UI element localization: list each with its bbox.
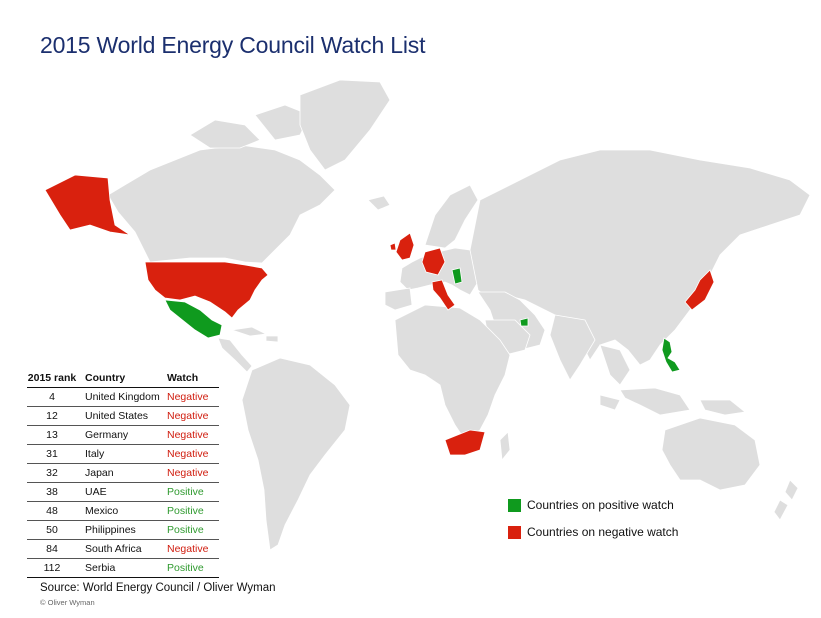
country-cell: South Africa [77, 539, 167, 559]
table-row: 31 Italy Negative [27, 444, 219, 464]
continent-south-america [241, 357, 351, 551]
header-rank: 2015 rank [27, 369, 77, 388]
country-cell: United Kingdom [77, 387, 167, 407]
country-philippines [661, 337, 681, 373]
watch-cell: Positive [167, 520, 219, 540]
country-japan [684, 269, 715, 311]
neutral-countries [107, 79, 811, 551]
rank-cell: 48 [27, 501, 77, 521]
table-row: 48 Mexico Positive [27, 501, 219, 521]
table-row: 38 UAE Positive [27, 482, 219, 502]
table-header-row: 2015 rank Country Watch [27, 369, 219, 388]
positive-swatch [508, 498, 521, 512]
country-united-states [144, 261, 269, 319]
country-serbia [451, 267, 463, 285]
country-uae [519, 317, 529, 327]
watch-cell: Positive [167, 558, 219, 578]
table-row: 112 Serbia Positive [27, 558, 219, 578]
watch-cell: Negative [167, 463, 219, 483]
rank-cell: 13 [27, 425, 77, 445]
positive-watch-countries [164, 267, 681, 373]
continent-africa [394, 304, 511, 441]
country-greenland [299, 79, 391, 171]
legend-negative-label: Countries on negative watch [527, 525, 679, 539]
header-country: Country [77, 369, 167, 388]
table-row: 12 United States Negative [27, 406, 219, 426]
country-cell: Philippines [77, 520, 167, 540]
country-germany [421, 247, 446, 276]
legend-positive-label: Countries on positive watch [527, 498, 674, 512]
country-cell: Italy [77, 444, 167, 464]
rank-cell: 12 [27, 406, 77, 426]
negative-swatch [508, 525, 521, 539]
continent-asia [469, 149, 811, 366]
table-row: 32 Japan Negative [27, 463, 219, 483]
header-watch: Watch [167, 369, 219, 388]
country-mexico [164, 299, 223, 339]
country-cell: Germany [77, 425, 167, 445]
country-cell: Japan [77, 463, 167, 483]
legend-positive: Countries on positive watch [508, 498, 674, 512]
country-canada [107, 144, 336, 264]
table-row: 4 United Kingdom Negative [27, 387, 219, 407]
rank-cell: 4 [27, 387, 77, 407]
watch-cell: Negative [167, 444, 219, 464]
watch-cell: Positive [167, 501, 219, 521]
country-italy [431, 279, 456, 311]
table-body: 4 United Kingdom Negative 12 United States Ne… [27, 387, 219, 578]
country-alaska [44, 174, 131, 236]
watch-cell: Negative [167, 387, 219, 407]
country-united-kingdom [395, 232, 415, 261]
rank-cell: 38 [27, 482, 77, 502]
watch-cell: Negative [167, 539, 219, 559]
source-note: Source: World Energy Council / Oliver Wy… [40, 582, 276, 594]
country-cell: UAE [77, 482, 167, 502]
rank-cell: 31 [27, 444, 77, 464]
map-title: 2015 World Energy Council Watch List [40, 32, 426, 58]
rank-cell: 50 [27, 520, 77, 540]
table-row: 84 South Africa Negative [27, 539, 219, 559]
watch-cell: Negative [167, 425, 219, 445]
country-south-africa [444, 429, 486, 456]
watch-cell: Negative [167, 406, 219, 426]
watch-list-table: 2015 rank Country Watch 4 United Kingdom N… [27, 369, 219, 578]
country-cell: United States [77, 406, 167, 426]
copyright-note: © Oliver Wyman [40, 598, 95, 607]
country-cell: Mexico [77, 501, 167, 521]
rank-cell: 84 [27, 539, 77, 559]
negative-watch-countries [44, 174, 715, 456]
legend-negative: Countries on negative watch [508, 525, 678, 539]
country-australia [661, 417, 761, 491]
rank-cell: 112 [27, 558, 77, 578]
table-row: 13 Germany Negative [27, 425, 219, 445]
table-row: 50 Philippines Positive [27, 520, 219, 540]
rank-cell: 32 [27, 463, 77, 483]
country-cell: Serbia [77, 558, 167, 578]
watch-cell: Positive [167, 482, 219, 502]
